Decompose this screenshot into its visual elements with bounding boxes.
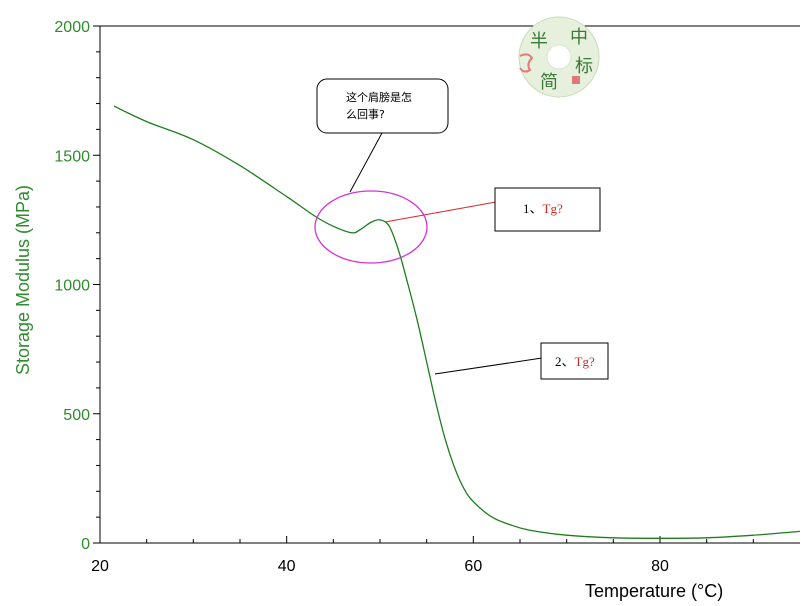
seal-inner-circle: [546, 44, 572, 70]
x-axis-title: Temperature (°C): [585, 581, 723, 601]
x-tick-label: 60: [464, 558, 482, 575]
callout-tg1-prefix: 1、: [523, 201, 543, 216]
x-tick-label: 40: [278, 558, 296, 575]
shoulder-highlight-ellipse: [314, 190, 428, 264]
x-tick-label: 80: [651, 558, 669, 575]
seal-red-stamp: [572, 76, 580, 84]
callout-tg1-pointer: [384, 201, 497, 223]
callout-tg1-box: [494, 187, 601, 232]
seal-char-3: 简: [540, 72, 558, 93]
y-tick-label: 500: [63, 407, 90, 424]
callout-tg1-tg: Tg?: [543, 201, 563, 216]
callout-question-box: [316, 78, 449, 134]
callout-tg2-box: [540, 342, 609, 380]
seal-char-2: 中: [570, 27, 588, 48]
callout-tg2-tg: Tg?: [575, 354, 595, 369]
seal-char-4: 标: [575, 56, 593, 77]
x-ticks: 20 40 60 80: [91, 536, 754, 575]
y-tick-label: 0: [81, 536, 90, 553]
y-tick-label: 2000: [54, 19, 90, 36]
callout-question-line-2: 么回事?: [346, 108, 385, 121]
series-line: [113, 105, 801, 539]
plot-axes: [99, 25, 800, 544]
callout-tg2-prefix: 2、: [555, 354, 575, 369]
callout-question-pointer: [349, 132, 383, 193]
callout-tg2-label: 2、Tg?: [555, 354, 595, 369]
y-ticks: 0 500 1000 1500 2000: [54, 19, 100, 553]
callout-question-line-1: 这个肩膀是怎: [346, 90, 412, 104]
callout-tg1-label: 1、Tg?: [523, 201, 563, 216]
seal-char-1: 半: [530, 31, 548, 52]
y-tick-label: 1500: [54, 148, 90, 165]
y-tick-label: 1000: [54, 278, 90, 295]
seal-red-mark: [519, 53, 534, 73]
y-axis-title: Storage Modulus (MPa): [13, 185, 33, 375]
watermark-seal: 半 中 简 标: [518, 16, 600, 98]
callout-tg2-pointer: [434, 357, 543, 375]
x-tick-label: 20: [91, 558, 109, 575]
